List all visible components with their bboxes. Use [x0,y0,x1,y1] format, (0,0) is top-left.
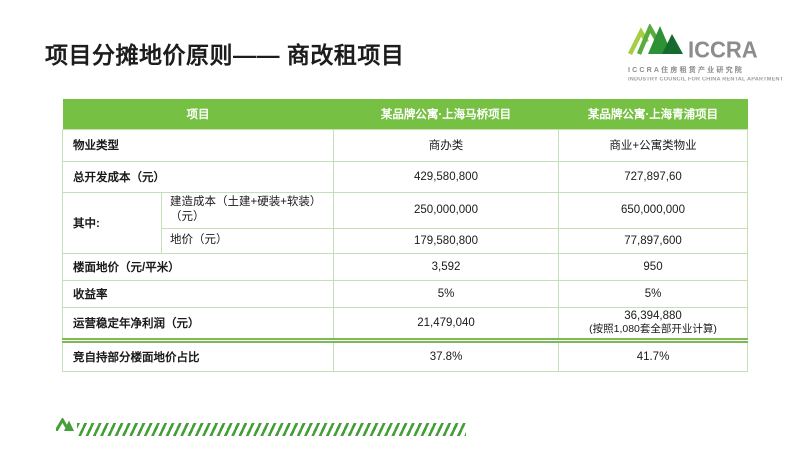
table-row-floor-land-price: 楼面地价（元/平米） 3,592 950 [62,252,748,281]
row-label: 竞自持部分楼面地价占比 [62,337,334,372]
row-label: 物业类型 [62,128,334,162]
cell-maqiao: 21,479,040 [333,306,559,341]
profit-value: 36,394,880 [624,309,682,322]
logo-english-name: INDUSTRY COUNCIL FOR CHINA RENTAL APARTM… [628,77,784,83]
cost-comparison-table: 项目 某品牌公寓·上海马桥项目 某品牌公寓·上海青浦项目 物业类型 商办类 商业… [62,99,748,372]
cell-qingpu: 36,394,880 (按照1,080套全部开业计算) [558,306,748,341]
row-sublabel: 地价（元） [161,227,334,254]
bottom-stripe-decoration [54,417,466,436]
cell-maqiao: 商办类 [333,128,559,162]
table-row-stable-net-profit: 运营稳定年净利润（元） 21,479,040 36,394,880 (按照1,0… [62,306,748,341]
row-label: 运营稳定年净利润（元） [62,306,334,341]
table-row-property-type: 物业类型 商办类 商业+公寓类物业 [62,128,748,162]
mini-mountain-icon [54,417,76,436]
row-label: 楼面地价（元/平米） [62,252,334,281]
diagonal-stripes [77,423,466,436]
table-row-land-price: 地价（元） 179,580,800 77,897,600 [63,227,748,254]
cell-qingpu: 650,000,000 [558,191,748,229]
table-row-self-hold-ratio: 竞自持部分楼面地价占比 37.8% 41.7% [62,337,748,372]
table-row-construction-cost: 其中: 建造成本（土建+硬装+软装）（元） 250,000,000 650,00… [62,191,748,254]
table-row-total-dev-cost: 总开发成本（元） 429,580,800 727,897,60 [62,160,748,193]
table-header-row: 项目 某品牌公寓·上海马桥项目 某品牌公寓·上海青浦项目 [62,99,748,129]
cell-qingpu: 77,897,600 [558,227,748,254]
header-cell-project: 项目 [62,99,334,129]
cell-qingpu: 商业+公寓类物业 [558,128,748,162]
cell-maqiao: 37.8% [333,337,559,372]
row-label: 总开发成本（元） [62,160,334,193]
row-label-of-which: 其中: [62,191,162,254]
cell-maqiao: 5% [333,279,559,308]
cell-qingpu: 727,897,60 [558,160,748,193]
header-cell-maqiao: 某品牌公寓·上海马桥项目 [333,99,559,129]
mountains-icon [627,22,684,61]
row-label: 收益率 [62,279,334,308]
logo-wordmark: ICCRA [688,36,758,63]
page-title: 项目分摊地价原则—— 商改租项目 [45,42,405,68]
cell-maqiao: 250,000,000 [333,191,559,229]
cell-qingpu: 5% [558,279,748,308]
profit-note: (按照1,080套全部开业计算) [589,323,717,336]
iccra-logo: ICCRA ICCRA住房租赁产业研究院 INDUSTRY COUNCIL FO… [627,22,786,83]
cell-maqiao: 429,580,800 [333,160,559,193]
cell-qingpu: 950 [558,252,748,281]
cell-qingpu: 41.7% [558,337,748,372]
logo-top-row: ICCRA [627,22,786,63]
cell-maqiao: 3,592 [333,252,559,281]
logo-chinese-name: ICCRA住房租赁产业研究院 [628,67,744,74]
row-sublabel: 建造成本（土建+硬装+软装）（元） [161,191,334,229]
table-row-yield-rate: 收益率 5% 5% [62,279,748,308]
cell-maqiao: 179,580,800 [333,227,559,254]
header-cell-qingpu: 某品牌公寓·上海青浦项目 [558,99,748,129]
